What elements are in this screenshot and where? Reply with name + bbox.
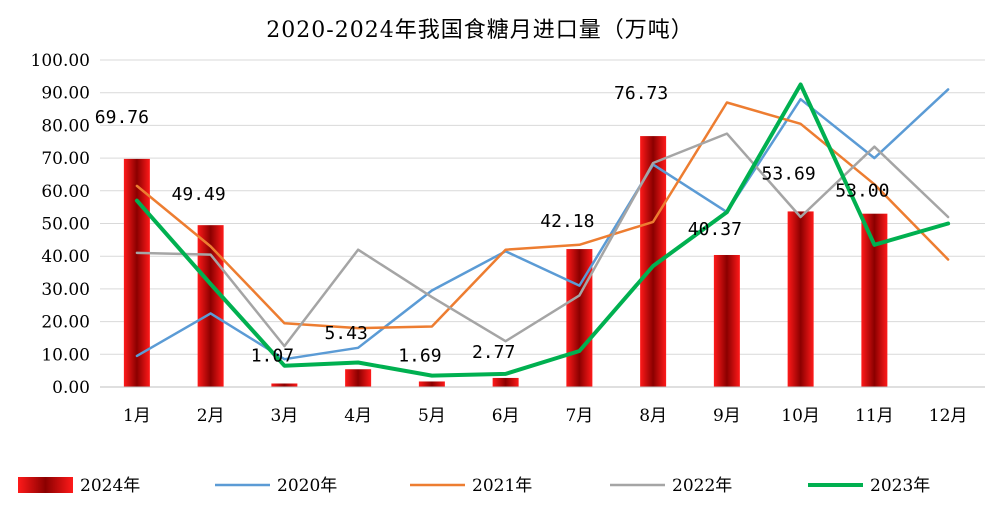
bar-data-label: 1.07	[251, 346, 294, 367]
bar-2024	[345, 369, 372, 387]
series-line	[135, 101, 950, 330]
y-axis: 0.00 10.00 20.00 30.00 40.00 50.00 60.00 70.00 8…	[31, 51, 90, 398]
y-tick-label: 90.00	[41, 84, 90, 104]
bar-data-label: 53.00	[835, 181, 889, 202]
series-line	[134, 82, 951, 378]
bar-series-2024	[123, 136, 888, 387]
bar-data-label: 5.43	[324, 323, 367, 344]
y-tick-label: 40.00	[41, 247, 90, 267]
x-tick-label: 6月	[492, 406, 520, 426]
legend-label: 2020年	[277, 476, 337, 496]
x-axis: 1月 2月 3月 4月 5月 6月 7月 8月 9月 10月 11月 12月	[100, 386, 985, 426]
bar-data-label: 69.76	[95, 107, 149, 128]
bar-2024	[787, 211, 814, 387]
x-tick-label: 12月	[929, 406, 968, 426]
bar-data-label: 40.37	[688, 219, 742, 240]
x-tick-label: 7月	[565, 406, 593, 426]
legend-label: 2021年	[472, 476, 532, 496]
y-tick-label: 30.00	[41, 280, 90, 300]
x-tick-label: 8月	[639, 406, 667, 426]
y-tick-label: 70.00	[41, 149, 90, 169]
bar-data-label: 2.77	[472, 342, 515, 363]
x-tick-label: 11月	[855, 406, 894, 426]
bar-2024	[492, 377, 519, 387]
x-tick-label: 9月	[713, 406, 741, 426]
x-tick-label: 2月	[197, 406, 225, 426]
bar-2024	[123, 158, 150, 387]
bar-2024	[418, 381, 445, 387]
bar-data-label: 42.18	[540, 211, 594, 232]
x-tick-label: 3月	[270, 406, 298, 426]
y-tick-label: 60.00	[41, 182, 90, 202]
y-tick-label: 80.00	[41, 116, 90, 136]
bar-2024	[197, 225, 224, 387]
y-tick-label: 50.00	[41, 215, 90, 235]
bar-2024	[861, 213, 888, 387]
bar-data-label: 1.69	[398, 345, 441, 366]
legend: 2024年 2020年 2021年 2022年 2023年	[18, 476, 930, 496]
y-tick-label: 10.00	[41, 345, 90, 365]
bar-data-label: 76.73	[614, 83, 668, 104]
bar-data-label: 53.69	[762, 163, 816, 184]
data-labels: 69.76 49.49 1.07 5.43 1.69 2.77 42.18 76.73 40.3…	[95, 83, 890, 366]
x-tick-label: 5月	[418, 406, 446, 426]
bar-2024	[271, 383, 298, 387]
x-tick-label: 1月	[123, 406, 151, 426]
x-tick-label: 10月	[781, 406, 820, 426]
legend-label: 2022年	[672, 476, 732, 496]
gridlines	[100, 59, 985, 388]
line-series	[134, 82, 951, 378]
bar-2024	[713, 254, 740, 387]
legend-swatch-bar	[18, 477, 73, 493]
x-tick-label: 4月	[344, 406, 372, 426]
y-tick-label: 20.00	[41, 313, 90, 333]
series-line	[135, 132, 950, 348]
y-tick-label: 0.00	[52, 378, 90, 398]
legend-label: 2024年	[80, 476, 140, 496]
chart-title: 2020-2024年我国食糖月进口量（万吨）	[266, 18, 694, 43]
bar-data-label: 49.49	[172, 184, 226, 205]
y-tick-label: 100.00	[31, 51, 90, 71]
legend-label: 2023年	[870, 476, 930, 496]
